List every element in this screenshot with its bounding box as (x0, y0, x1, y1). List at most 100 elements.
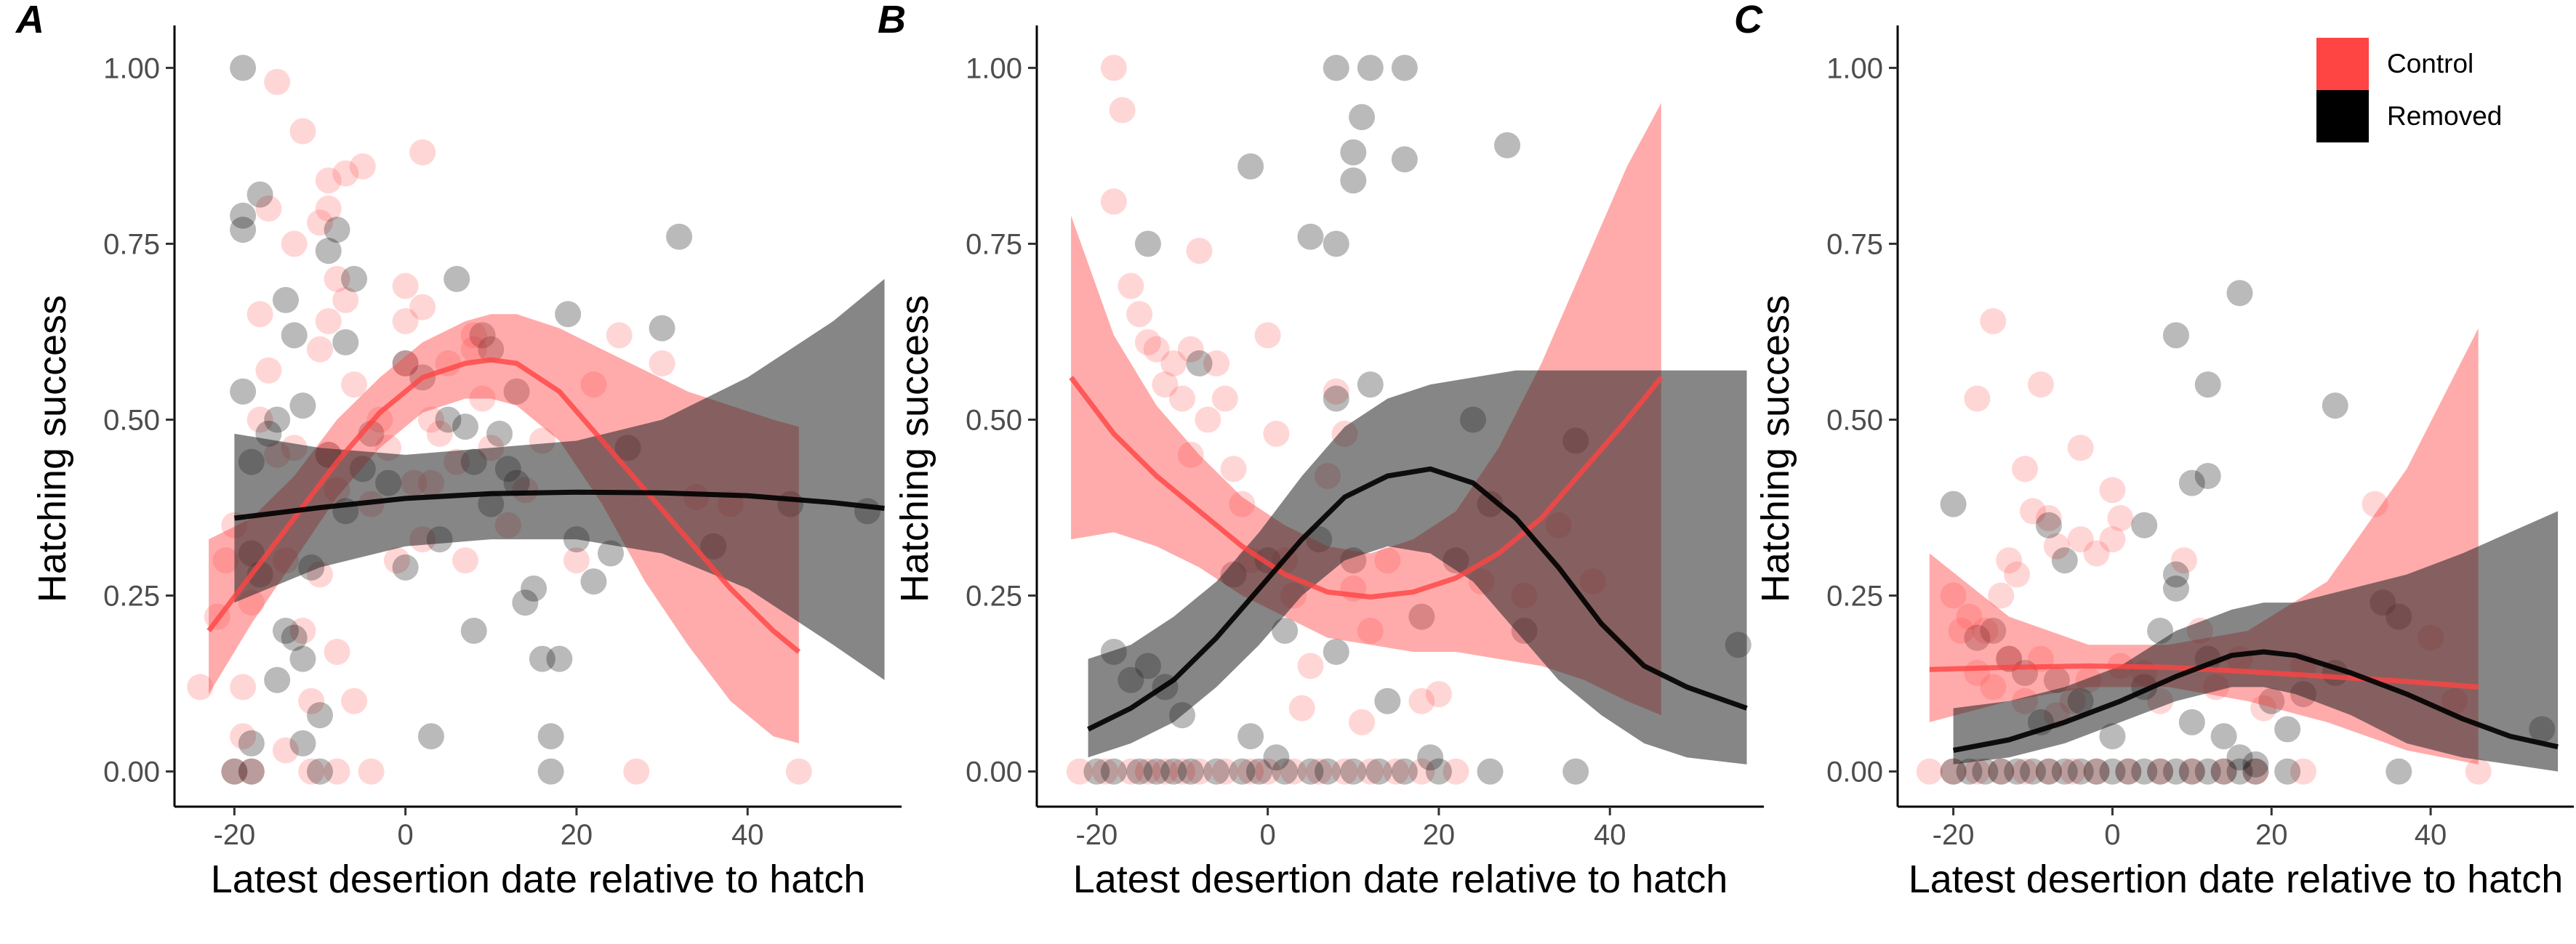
control-point (1988, 582, 2015, 609)
removed-point (1100, 758, 1127, 785)
control-point (2170, 547, 2197, 574)
removed-point (1237, 723, 1264, 750)
removed-point (2226, 280, 2253, 307)
x-tick-label: -20 (213, 819, 255, 851)
control-point (2107, 505, 2134, 532)
control-point (1177, 441, 1204, 468)
removed-point (2386, 758, 2412, 785)
removed-point (598, 540, 624, 567)
removed-point (1126, 758, 1153, 785)
x-tick-label: 20 (2255, 819, 2288, 851)
removed-point (580, 568, 607, 595)
legend-label-control: Control (2387, 49, 2473, 78)
control-point (315, 167, 342, 194)
x-axis-title: Latest desertion date relative to hatch (1909, 858, 2564, 901)
control-point (1948, 617, 1975, 644)
removed-point (289, 730, 316, 757)
control-point (460, 336, 487, 363)
control-point (1940, 758, 1967, 785)
removed-point (1494, 132, 1521, 158)
removed-point (341, 265, 368, 292)
legend: Control Removed (2316, 38, 2502, 142)
control-point (2020, 498, 2046, 525)
control-point (606, 322, 633, 349)
control-point (230, 674, 257, 701)
y-tick-label: 0.50 (1826, 405, 1883, 437)
removed-point (1323, 639, 1349, 665)
control-point (2178, 758, 2205, 785)
control-point (255, 357, 282, 384)
removed-point (2274, 716, 2301, 743)
control-point (221, 758, 248, 785)
removed-point (1297, 758, 1324, 785)
control-point (2043, 533, 2070, 560)
removed-point (272, 617, 299, 644)
removed-point (1160, 758, 1187, 785)
x-tick-label: 0 (398, 819, 414, 851)
control-point (1956, 603, 1983, 630)
x-tick-label: 0 (2104, 819, 2120, 851)
y-tick-label: 0.25 (966, 581, 1022, 613)
control-point (1916, 758, 1943, 785)
control-point (1092, 758, 1119, 785)
control-point (2242, 758, 2269, 785)
control-point (298, 758, 325, 785)
control-point (1940, 582, 1967, 609)
control-point (1100, 55, 1127, 81)
control-point (332, 286, 359, 313)
control-confidence-band (209, 314, 799, 743)
control-point (2362, 491, 2388, 517)
control-point (324, 265, 350, 292)
removed-point (324, 217, 350, 243)
removed-point (2178, 469, 2205, 496)
removed-point (2322, 392, 2348, 419)
y-tick-label: 0.00 (966, 757, 1022, 788)
plot-area (1916, 280, 2559, 785)
control-point (1134, 329, 1161, 355)
control-point (332, 160, 359, 187)
control-point (1229, 491, 1256, 517)
control-point (1152, 758, 1179, 785)
removed-point (2131, 512, 2158, 538)
panel-b: B 0.00 0.25 0.50 0.75 1.00 -20 0 20 40 Latest dese… (878, 0, 1764, 901)
removed-point (452, 413, 478, 440)
removed-point (1340, 758, 1367, 785)
removed-point (2099, 758, 2126, 785)
control-point (187, 674, 214, 701)
control-point (324, 758, 350, 785)
removed-point (1340, 139, 1367, 166)
removed-point (307, 702, 333, 729)
control-fit-line (1929, 663, 2479, 690)
removed-point (281, 624, 308, 651)
removed-point (2051, 547, 2078, 574)
removed-point (1980, 617, 2007, 644)
control-point (2083, 540, 2110, 567)
panel-label: A (15, 0, 44, 41)
control-point (409, 139, 436, 166)
removed-point (546, 645, 573, 672)
y-axis-title: Hatching success (31, 295, 74, 602)
control-point (2059, 758, 2086, 785)
control-point (298, 687, 325, 714)
control-point (1066, 758, 1093, 785)
control-point (1203, 350, 1230, 377)
control-points (1066, 55, 1606, 785)
y-axis-title: Hatching success (893, 295, 936, 602)
control-point (1109, 97, 1136, 124)
control-point (1100, 188, 1127, 215)
removed-point (392, 350, 419, 377)
removed-point (2083, 758, 2110, 785)
removed-point (1374, 687, 1401, 714)
control-point (1980, 307, 2007, 334)
removed-point (2004, 758, 2031, 785)
control-point (2250, 695, 2277, 722)
removed-point (2162, 575, 2189, 602)
control-point (1126, 301, 1153, 328)
x-tick-label: 20 (561, 819, 593, 851)
removed-point (435, 406, 462, 433)
removed-point (512, 589, 539, 616)
removed-point (238, 758, 265, 785)
removed-point (2162, 561, 2189, 588)
removed-point (2258, 687, 2285, 714)
removed-point (2226, 758, 2253, 785)
